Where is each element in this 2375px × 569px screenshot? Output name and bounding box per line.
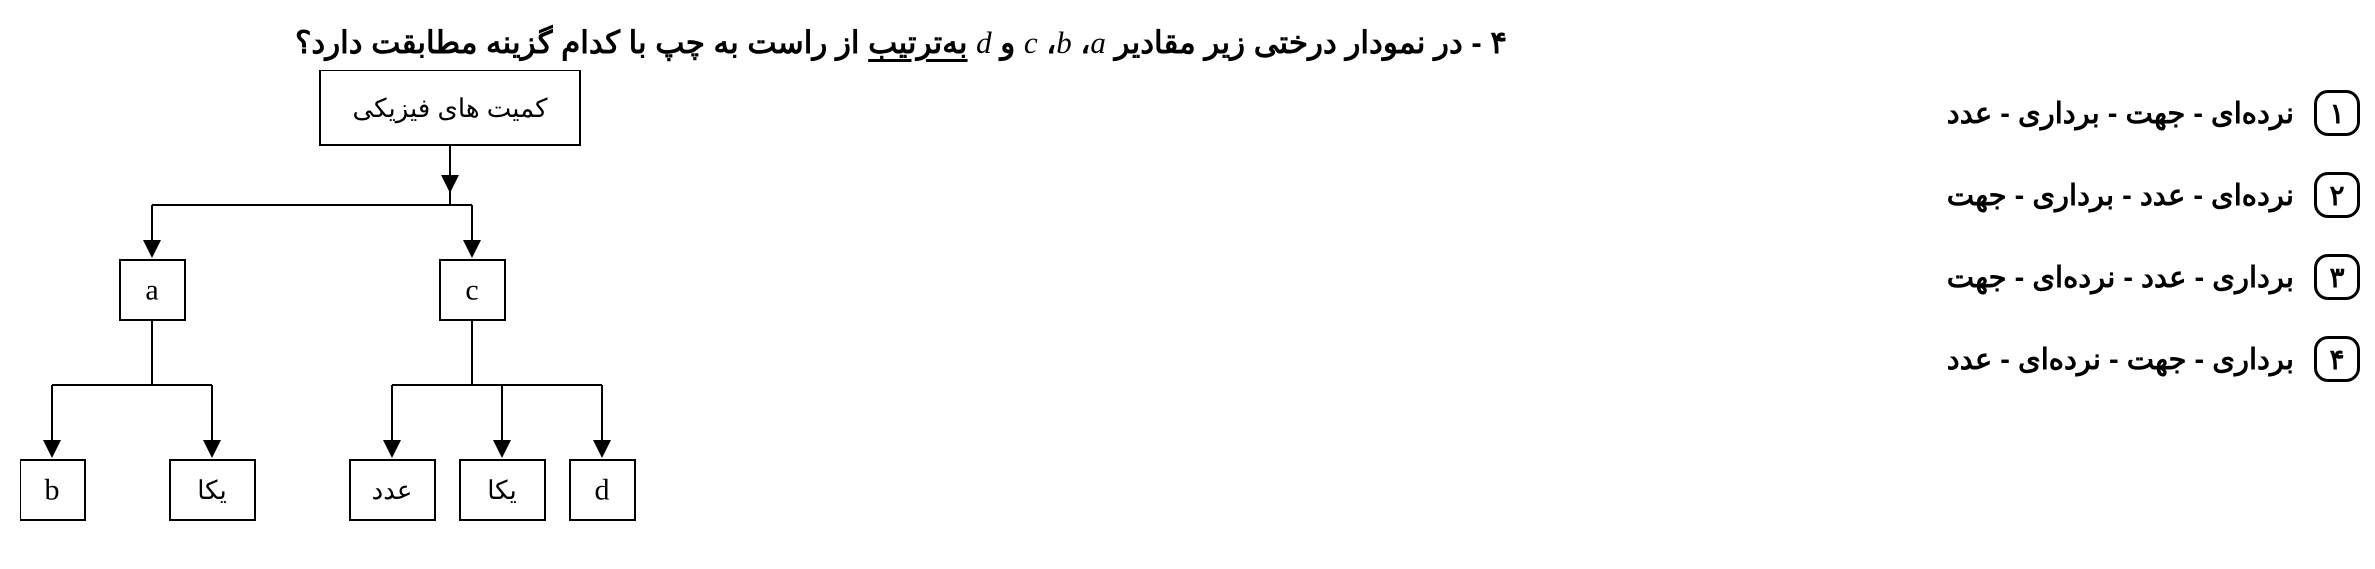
option-text-1: نرده‌ای - جهت - برداری - عدد	[1947, 96, 2294, 131]
var-a: a	[1090, 25, 1106, 61]
option-badge-2: ۲	[2314, 172, 2360, 218]
option-2[interactable]: ۲ نرده‌ای - عدد - برداری - جهت	[1947, 172, 2360, 218]
node-yeka1-label: یکا	[197, 475, 227, 505]
node-d-label: d	[595, 474, 610, 507]
node-a-label: a	[145, 274, 158, 307]
var-c: c	[1024, 25, 1038, 61]
root-label: کمیت های فیزیکی	[352, 93, 548, 124]
question-text: ۴ - در نمودار درختی زیر مقادیر a، b، c و…	[295, 25, 1507, 61]
tree-diagram: کمیت های فیزیکی a c b یکا	[20, 70, 740, 560]
node-adad-label: عدد	[372, 475, 413, 505]
option-badge-4: ۴	[2314, 336, 2360, 382]
node-yeka2-label: یکا	[487, 475, 517, 505]
node-b-label: b	[45, 474, 60, 507]
option-3[interactable]: ۳ برداری - عدد - نرده‌ای - جهت	[1947, 254, 2360, 300]
var-b: b	[1056, 25, 1072, 61]
var-d: d	[976, 25, 992, 61]
question-mid	[968, 25, 977, 60]
option-text-3: برداری - عدد - نرده‌ای - جهت	[1947, 260, 2294, 295]
option-4[interactable]: ۴ برداری - جهت - نرده‌ای - عدد	[1947, 336, 2360, 382]
sep1: ،	[1072, 25, 1091, 60]
tree-svg: کمیت های فیزیکی a c b یکا	[20, 70, 740, 560]
option-badge-1: ۱	[2314, 90, 2360, 136]
option-text-2: نرده‌ای - عدد - برداری - جهت	[1947, 178, 2294, 213]
sep3: و	[992, 25, 1024, 60]
node-c-label: c	[465, 274, 478, 307]
option-badge-3: ۳	[2314, 254, 2360, 300]
sep2: ،	[1038, 25, 1057, 60]
question-underlined: به‌ترتیب	[868, 25, 967, 60]
question-pre: - در نمودار درختی زیر مقادیر	[1106, 25, 1490, 60]
question-post: از راست به چپ با کدام گزینه مطابقت دارد؟	[295, 25, 868, 60]
option-1[interactable]: ۱ نرده‌ای - جهت - برداری - عدد	[1947, 90, 2360, 136]
question-number: ۴	[1490, 25, 1507, 60]
option-text-4: برداری - جهت - نرده‌ای - عدد	[1947, 342, 2294, 377]
options-container: ۱ نرده‌ای - جهت - برداری - عدد ۲ نرده‌ای…	[1947, 90, 2360, 418]
